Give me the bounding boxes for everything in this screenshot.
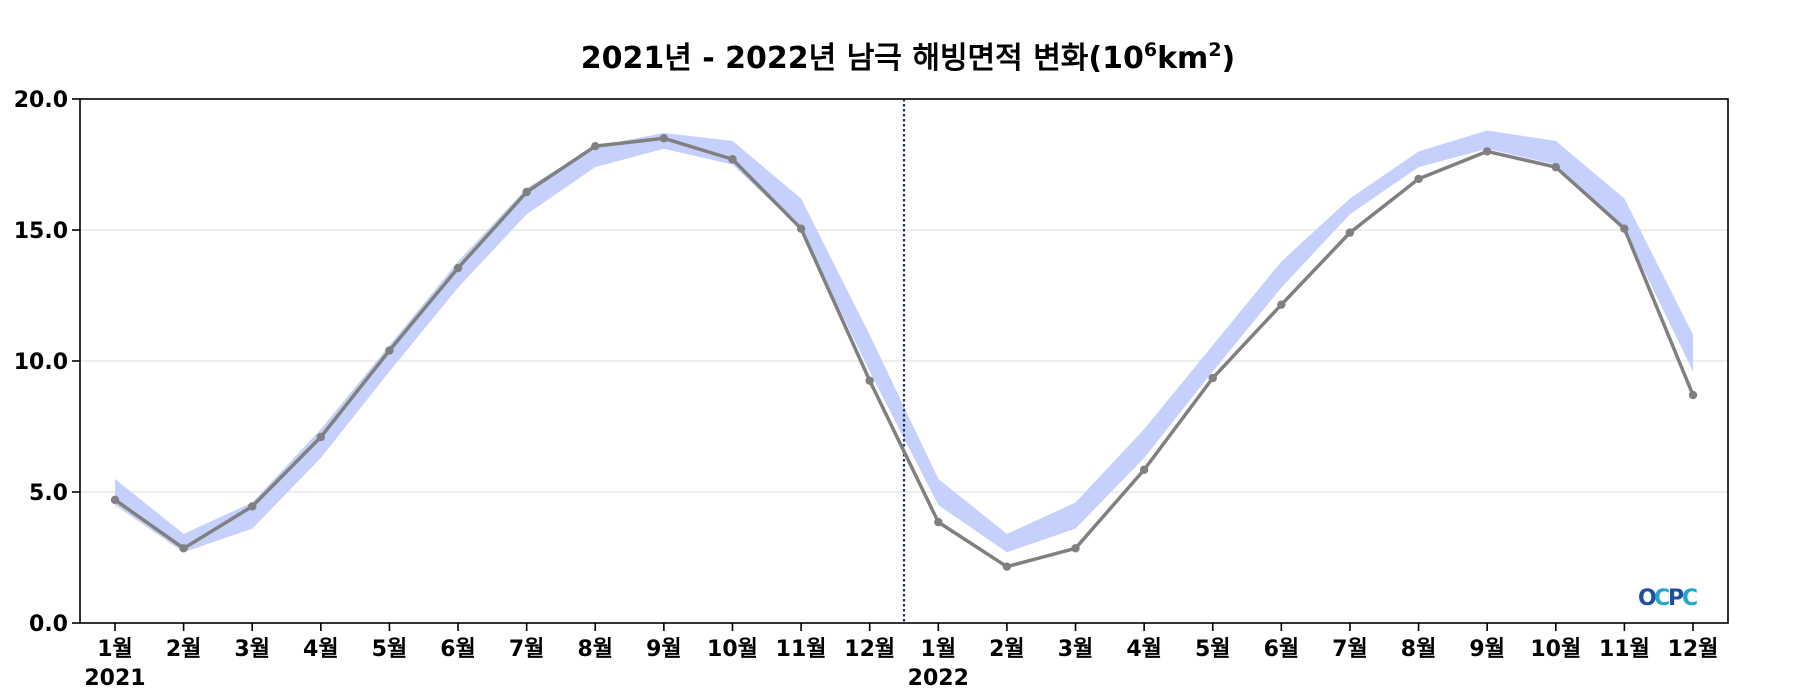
data-point — [659, 134, 669, 143]
data-point — [934, 517, 943, 527]
series-line — [113, 136, 1695, 569]
year-label: 2022 — [908, 666, 969, 691]
year-label: 2021 — [84, 666, 145, 691]
x-tick-label: 10월 — [1530, 637, 1581, 662]
data-point — [1345, 228, 1355, 237]
series-group — [110, 134, 1698, 571]
data-point — [1620, 224, 1629, 233]
x-tick-label: 6월 — [440, 637, 476, 662]
logo-letter: C — [1654, 586, 1669, 611]
x-tick-label: 8월 — [1401, 637, 1437, 662]
x-tick-label: 10월 — [707, 637, 758, 662]
y-axis: 0.0 5.0 10.0 15.0 20.0 — [14, 88, 80, 637]
data-point — [1208, 373, 1217, 383]
data-point — [1551, 162, 1560, 172]
x-tick-label: 7월 — [509, 637, 545, 662]
data-point — [179, 544, 188, 553]
data-point — [1277, 300, 1286, 309]
data-point — [385, 346, 394, 355]
y-tick-label: 5.0 — [29, 481, 68, 506]
x-tick-label: 1월 — [921, 637, 957, 662]
x-tick-label: 9월 — [1469, 637, 1505, 662]
logo-letter: O — [1638, 586, 1656, 611]
x-tick-label: 1월 — [97, 637, 133, 662]
y-tick-label: 15.0 — [14, 219, 68, 244]
y-tick-label: 20.0 — [14, 88, 68, 113]
x-tick-label: 8월 — [577, 637, 613, 662]
x-tick-label: 4월 — [1126, 637, 1162, 662]
data-point — [1414, 174, 1423, 184]
data-point — [728, 155, 737, 164]
data-point — [1688, 390, 1698, 400]
x-axis: 1월 2월 3월 4월 5월 6월 7월 8월 9월 10월 11월 12월 1월 2월 3월 4월 5월 6월 7… — [84, 623, 1718, 691]
x-tick-label: 11월 — [1599, 637, 1650, 662]
data-point — [591, 141, 600, 151]
x-tick-label: 2월 — [166, 637, 202, 662]
data-point — [1002, 562, 1012, 571]
data-point — [316, 432, 326, 442]
x-tick-label: 9월 — [646, 637, 682, 662]
data-point — [796, 224, 806, 233]
data-point — [1139, 465, 1149, 474]
data-point — [110, 495, 120, 505]
data-point — [248, 502, 257, 511]
x-tick-label: 3월 — [1058, 637, 1094, 662]
x-tick-label: 7월 — [1332, 637, 1368, 662]
x-tick-label: 6월 — [1264, 637, 1300, 662]
x-tick-label: 3월 — [234, 637, 270, 662]
logo-letter: P — [1668, 586, 1684, 611]
x-tick-label: 12월 — [844, 637, 895, 662]
x-tick-label: 11월 — [776, 637, 827, 662]
logo-letter: C — [1682, 586, 1697, 611]
x-tick-label: 5월 — [372, 637, 408, 662]
data-point — [1482, 147, 1492, 156]
data-point — [865, 376, 874, 385]
x-tick-label: 2월 — [989, 637, 1025, 662]
data-point — [1071, 544, 1080, 553]
data-point — [453, 263, 463, 273]
y-tick-label: 10.0 — [14, 350, 68, 375]
data-point — [522, 187, 531, 197]
x-tick-label: 12월 — [1668, 637, 1719, 662]
x-tick-label: 4월 — [303, 637, 339, 662]
y-tick-label: 0.0 — [29, 612, 68, 637]
x-tick-label: 5월 — [1195, 637, 1231, 662]
chart-title: 2021년 - 2022년 남극 해빙면적 변화(106km2) — [581, 39, 1236, 76]
